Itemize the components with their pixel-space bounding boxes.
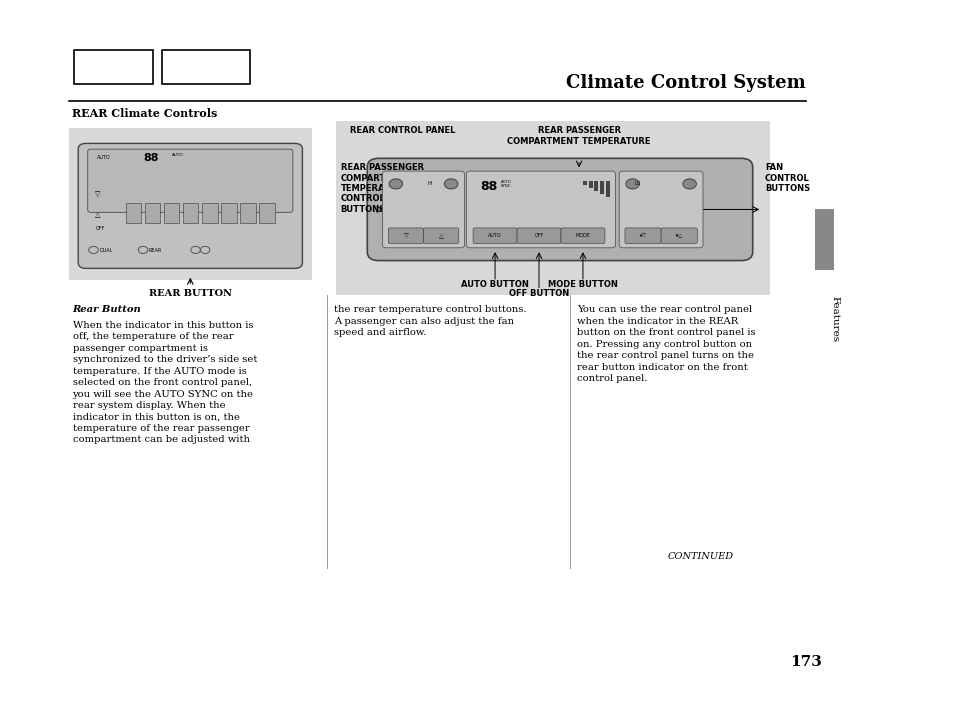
Circle shape (682, 179, 696, 189)
FancyBboxPatch shape (423, 228, 458, 244)
Text: MODE BUTTON: MODE BUTTON (547, 280, 618, 290)
Text: ▽: ▽ (95, 191, 101, 197)
FancyBboxPatch shape (367, 158, 752, 261)
Text: LO: LO (634, 181, 640, 186)
Bar (162, 50, 250, 84)
Bar (599, 181, 603, 194)
Text: △: △ (95, 212, 101, 218)
Bar (594, 181, 598, 191)
Text: Features: Features (829, 297, 839, 342)
Text: FAN
CONTROL
BUTTONS: FAN CONTROL BUTTONS (764, 163, 809, 193)
Bar (202, 203, 217, 223)
Text: REAR PASSENGER
COMPARTMENT
TEMPERATURE
CONTROL
BUTTONS: REAR PASSENGER COMPARTMENT TEMPERATURE C… (340, 163, 423, 214)
Bar (814, 209, 833, 270)
FancyBboxPatch shape (88, 149, 293, 212)
Text: ▽: ▽ (403, 233, 408, 239)
Text: MODE: MODE (575, 233, 590, 239)
Text: △: △ (438, 233, 443, 239)
Bar (582, 181, 586, 185)
Text: 88: 88 (479, 180, 497, 192)
Bar (240, 203, 255, 223)
Bar (164, 203, 179, 223)
Bar (221, 203, 236, 223)
Bar (69, 128, 312, 280)
Circle shape (625, 179, 639, 189)
Text: HI: HI (427, 181, 432, 186)
Text: ★△: ★△ (675, 233, 682, 239)
Text: OFF: OFF (534, 233, 543, 239)
FancyBboxPatch shape (624, 228, 660, 244)
Circle shape (444, 179, 457, 189)
Bar (335, 121, 769, 295)
Text: AUTO BUTTON: AUTO BUTTON (460, 280, 529, 290)
Text: CONTINUED: CONTINUED (667, 552, 733, 562)
FancyBboxPatch shape (466, 171, 615, 248)
Text: REAR CONTROL PANEL: REAR CONTROL PANEL (350, 126, 455, 136)
Text: REAR Climate Controls: REAR Climate Controls (71, 108, 216, 119)
Text: OFF: OFF (95, 226, 105, 231)
Text: 88: 88 (143, 153, 158, 163)
Bar (588, 181, 592, 188)
FancyBboxPatch shape (388, 228, 423, 244)
Text: REAR: REAR (149, 248, 162, 253)
Text: OFF BUTTON: OFF BUTTON (508, 289, 569, 298)
FancyBboxPatch shape (660, 228, 697, 244)
Text: Rear Button: Rear Button (72, 305, 141, 315)
Bar (145, 203, 160, 223)
FancyBboxPatch shape (382, 171, 464, 248)
Text: AUTO
SYNC: AUTO SYNC (500, 180, 511, 188)
Circle shape (389, 179, 402, 189)
Text: You can use the rear control panel
when the indicator in the REAR
button on the : You can use the rear control panel when … (577, 305, 755, 383)
Text: REAR BUTTON: REAR BUTTON (149, 289, 232, 298)
FancyBboxPatch shape (473, 228, 517, 244)
Text: the rear temperature control buttons.
A passenger can also adjust the fan
speed : the rear temperature control buttons. A … (334, 305, 526, 337)
Bar (74, 50, 152, 84)
FancyBboxPatch shape (78, 143, 302, 268)
Text: AUTO: AUTO (488, 233, 501, 239)
Text: AUTO: AUTO (97, 155, 111, 160)
Bar (605, 181, 609, 197)
FancyBboxPatch shape (517, 228, 560, 244)
Text: REAR PASSENGER
COMPARTMENT TEMPERATURE: REAR PASSENGER COMPARTMENT TEMPERATURE (507, 126, 650, 146)
FancyBboxPatch shape (560, 228, 604, 244)
Bar (183, 203, 198, 223)
Text: When the indicator in this button is
off, the temperature of the rear
passenger : When the indicator in this button is off… (72, 321, 256, 444)
Text: DUAL: DUAL (99, 248, 112, 253)
Bar (259, 203, 274, 223)
Text: Climate Control System: Climate Control System (566, 75, 805, 92)
Text: 173: 173 (789, 655, 821, 669)
Text: ★▽: ★▽ (639, 233, 646, 239)
Text: AUTO: AUTO (172, 153, 183, 158)
FancyBboxPatch shape (618, 171, 702, 248)
Bar (126, 203, 141, 223)
